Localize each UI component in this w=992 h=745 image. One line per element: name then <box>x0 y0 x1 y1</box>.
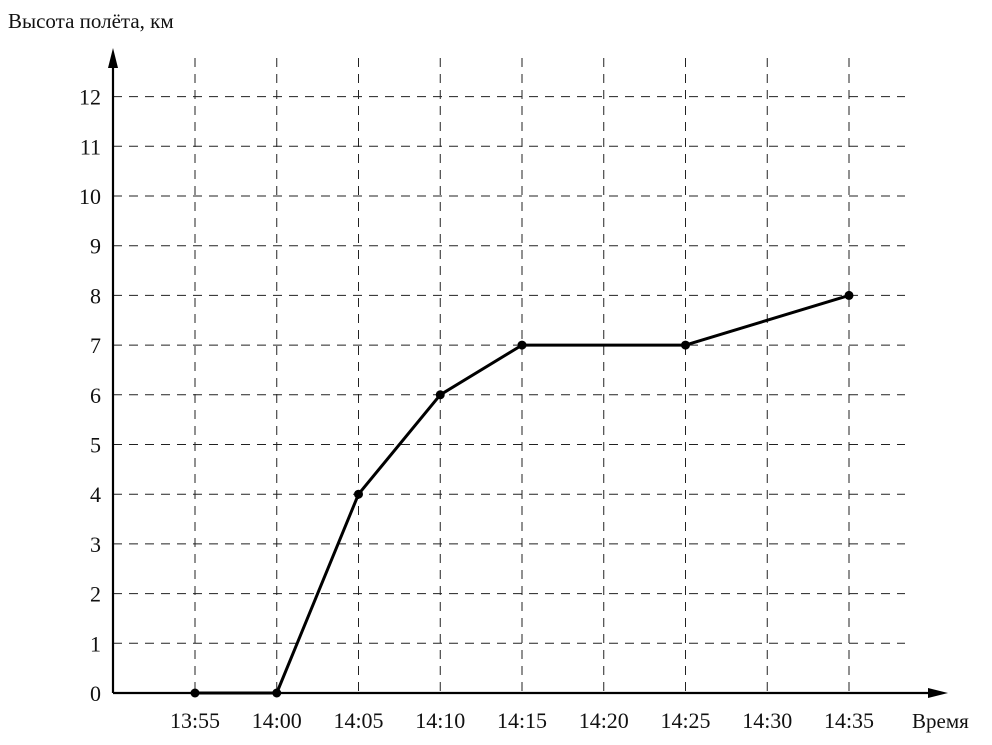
y-tick-label: 5 <box>90 433 101 458</box>
x-tick-label: 14:05 <box>333 708 383 733</box>
data-point <box>517 340 527 350</box>
x-tick-label: 14:20 <box>579 708 629 733</box>
x-tick-label: 14:35 <box>824 708 874 733</box>
y-tick-label: 4 <box>90 482 101 507</box>
x-tick-label: 14:10 <box>415 708 465 733</box>
grid <box>113 58 905 693</box>
y-tick-label: 2 <box>90 582 101 607</box>
data-point <box>844 290 854 300</box>
x-tick-label: 13:55 <box>170 708 220 733</box>
data-point <box>354 489 363 499</box>
y-tick-label: 7 <box>90 333 101 358</box>
data-point <box>435 390 445 400</box>
y-axis-arrow <box>108 48 118 68</box>
y-tick-label: 3 <box>90 532 101 557</box>
y-axis-label: Высота полёта, км <box>8 9 174 33</box>
data-point <box>190 688 200 698</box>
x-tick-label: 14:30 <box>742 708 792 733</box>
axes <box>108 48 948 698</box>
data-point <box>681 340 690 350</box>
y-tick-label: 12 <box>79 85 101 110</box>
y-tick-label: 11 <box>80 134 101 159</box>
series <box>190 290 854 698</box>
y-tick-label: 10 <box>79 184 101 209</box>
data-point <box>272 688 282 698</box>
x-axis-arrow <box>928 688 948 698</box>
y-tick-label: 8 <box>90 283 101 308</box>
x-tick-label: 14:25 <box>660 708 710 733</box>
x-tick-label: 14:00 <box>252 708 302 733</box>
x-tick-label: 14:15 <box>497 708 547 733</box>
x-axis-label: Время <box>912 709 969 733</box>
y-tick-label: 9 <box>90 234 101 259</box>
y-tick-label: 6 <box>90 383 101 408</box>
y-tick-label: 0 <box>90 681 101 706</box>
y-tick-label: 1 <box>90 631 101 656</box>
